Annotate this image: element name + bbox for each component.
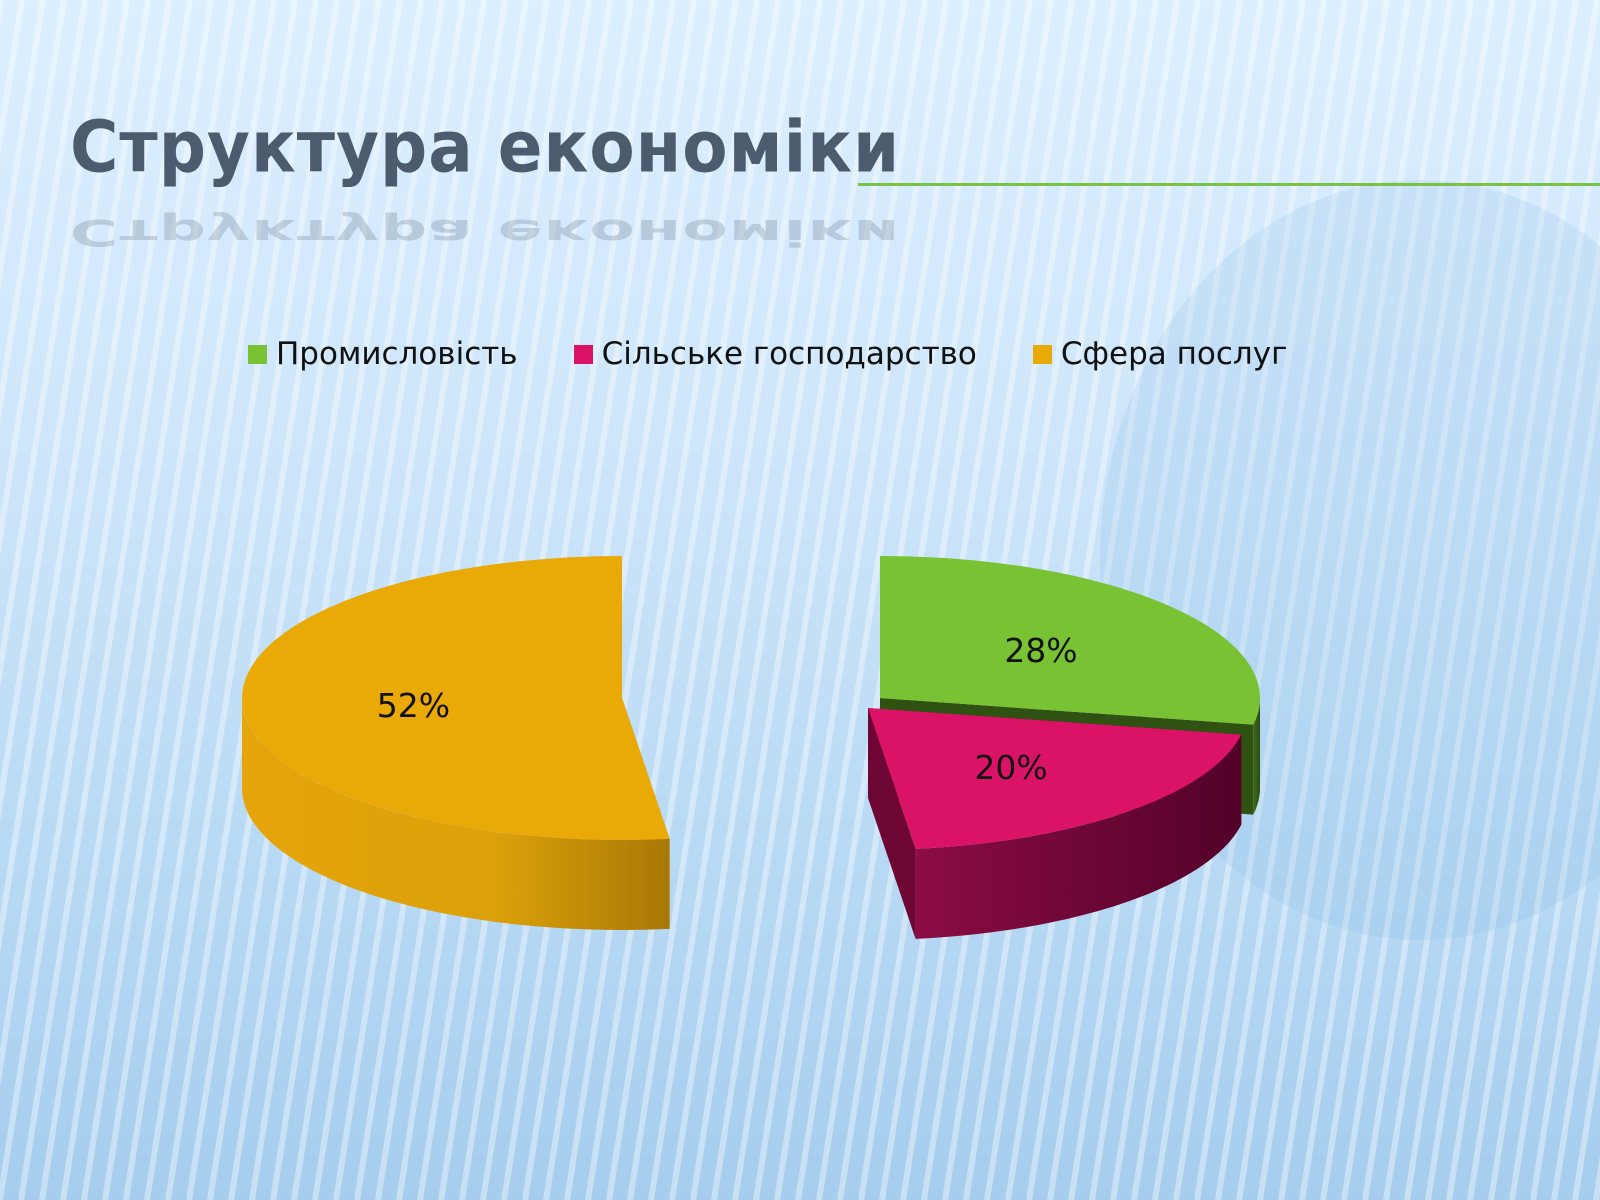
background-stripe	[0, 0, 193, 1200]
background-stripe	[1299, 0, 1495, 1200]
background-stripe	[144, 0, 340, 1200]
background-stripe	[0, 0, 172, 1087]
background-stripe	[711, 0, 907, 1200]
legend-label-agriculture: Сільське господарство	[601, 336, 977, 372]
background-stripe	[1089, 0, 1285, 1200]
background-stripe	[0, 0, 46, 291]
background-stripe	[249, 0, 445, 1200]
background-stripe	[1068, 0, 1264, 1200]
pie-slice-industry-top	[880, 556, 1260, 725]
background-stripe	[1215, 0, 1411, 1200]
background-stripe	[0, 0, 109, 689]
background-stripe	[606, 0, 802, 1200]
background-stripe	[1341, 0, 1537, 1200]
background-stripe	[0, 0, 130, 822]
background-stripe	[102, 0, 298, 1200]
background-stripe	[648, 0, 844, 1200]
background-stripe	[0, 0, 151, 954]
legend-label-industry: Промисловість	[276, 336, 518, 372]
background-stripe	[1278, 0, 1474, 1200]
background-stripe	[543, 0, 739, 1200]
pie-slice-services-side	[242, 698, 670, 930]
pie-slice-agriculture-side	[915, 734, 1242, 939]
background-stripe	[627, 0, 823, 1200]
title-rule	[858, 183, 1600, 186]
background-stripe	[585, 0, 781, 1200]
legend-item-industry: Промисловість	[248, 336, 518, 372]
background-stripe	[60, 0, 256, 1200]
background-stripe	[1173, 0, 1369, 1200]
pie-slice-agriculture-top	[868, 708, 1242, 849]
background-stripe	[1446, 227, 1600, 1200]
background-stripe	[1152, 0, 1348, 1200]
background-stripe	[1425, 94, 1600, 1200]
legend-item-agriculture: Сільське господарство	[573, 336, 977, 372]
background-stripe	[732, 0, 928, 1200]
pie-slice-services-top	[242, 556, 670, 840]
background-stripe	[1362, 0, 1558, 1200]
legend-item-services: Сфера послуг	[1032, 336, 1288, 372]
background-stripe	[774, 0, 970, 1200]
pie-slice-agriculture	[868, 708, 1242, 939]
background-stripe	[1488, 492, 1600, 1200]
legend-swatch-services	[1032, 344, 1052, 364]
slide-title: Структура економіки	[70, 105, 901, 189]
background-stripe	[753, 0, 949, 1200]
background-stripe	[690, 0, 886, 1200]
background-stripe	[1530, 757, 1600, 1200]
background-stripe	[207, 0, 403, 1200]
background-stripe	[564, 0, 760, 1200]
background-stripe	[1467, 359, 1600, 1200]
background-stripe	[1320, 0, 1516, 1200]
background-stripe	[1194, 0, 1390, 1200]
pie-slice-industry-side	[1253, 698, 1260, 815]
data-label-services: 52%	[377, 686, 450, 725]
background-stripe	[0, 0, 88, 557]
background-stripe	[1509, 625, 1600, 1200]
background-stripe	[669, 0, 865, 1200]
background-stripe	[1551, 890, 1600, 1200]
legend-label-services: Сфера послуг	[1060, 336, 1288, 372]
background-stripe	[81, 0, 277, 1200]
background-stripe	[123, 0, 319, 1200]
data-label-industry: 28%	[1004, 631, 1077, 670]
background-stripe	[186, 0, 382, 1200]
background-stripe	[18, 0, 214, 1200]
pie-slice-agriculture-wall-end	[868, 708, 916, 939]
pie-slice-services	[242, 556, 670, 930]
background-stripe	[1131, 0, 1327, 1200]
background-stripe	[0, 0, 67, 424]
background-stripe	[1257, 0, 1453, 1200]
legend-swatch-agriculture	[573, 344, 593, 364]
background-stripe	[1404, 0, 1600, 1200]
data-label-agriculture: 20%	[974, 748, 1047, 787]
background-stripe	[165, 0, 361, 1200]
legend-swatch-industry	[248, 344, 267, 364]
background-stripe	[228, 0, 424, 1200]
background-stripe	[39, 0, 235, 1200]
background-stripe	[1383, 0, 1579, 1200]
chart-legend: Промисловість Сільське господарство Сфер…	[248, 336, 1343, 372]
background-stripe	[1236, 0, 1432, 1200]
background-stripe	[1110, 0, 1306, 1200]
